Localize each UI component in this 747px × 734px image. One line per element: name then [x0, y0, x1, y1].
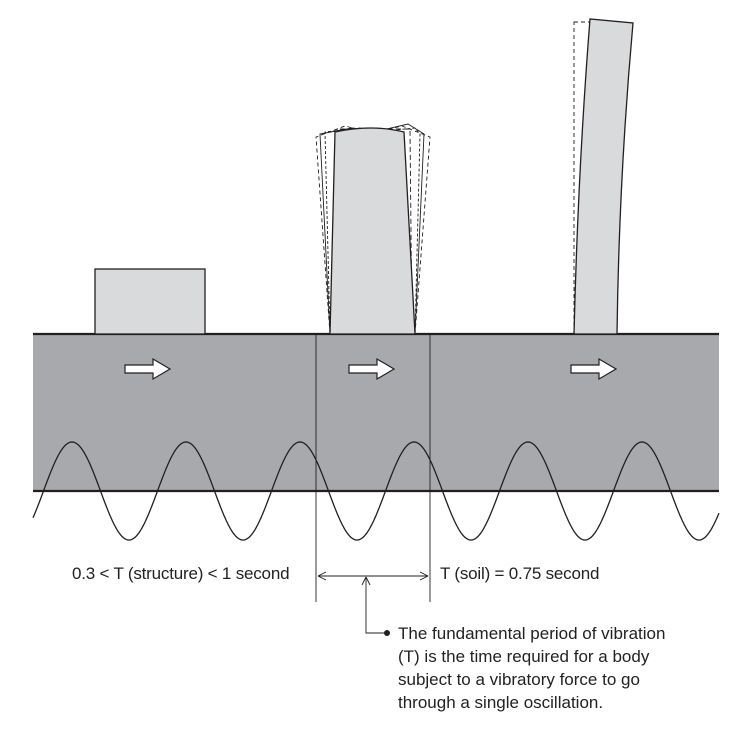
low-building [94, 268, 206, 335]
mid-building [329, 127, 416, 335]
caption-leader-line [365, 578, 386, 634]
right-arrow-icon [124, 357, 172, 381]
caption-line: through a single oscillation. [398, 693, 604, 712]
period-arrowhead-right [419, 571, 429, 581]
caption-line: (T) is the time required for a body [398, 647, 650, 666]
bullet-dot-icon [384, 630, 390, 636]
soil-layer [33, 334, 719, 491]
soil-vibration-wave [32, 441, 720, 541]
period-arrowhead-up [361, 576, 371, 586]
right-arrow-icon [348, 357, 396, 381]
tall-building [573, 18, 634, 335]
period-arrowhead-left [317, 571, 327, 581]
right-arrow-icon [570, 357, 618, 381]
period-definition-caption: The fundamental period of vibration (T) … [398, 622, 698, 714]
caption-line: subject to a vibratory force to go [398, 670, 640, 689]
caption-line: The fundamental period of vibration [398, 624, 666, 643]
soil-period-label: T (soil) = 0.75 second [440, 564, 600, 583]
structure-period-label: 0.3 < T (structure) < 1 second [72, 564, 290, 583]
